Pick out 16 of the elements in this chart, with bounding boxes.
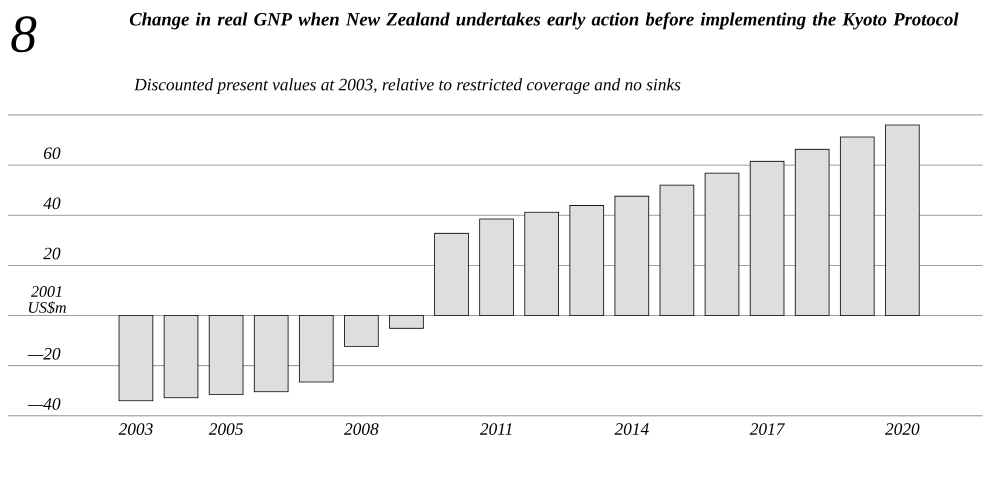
y-axis-title: 2001 US$m [28,286,66,314]
x-tick-label: 2003 [118,423,153,435]
y-tick-label: —40 [28,398,60,410]
x-tick-label: 2011 [480,423,512,435]
y-tick-label: 60 [44,147,60,160]
x-tick-label: 2017 [750,423,786,435]
x-tick-label: 2020 [885,423,920,435]
x-tick-label: 2014 [614,423,649,435]
text: 8 [11,16,36,52]
x-tick-label: 2008 [344,423,378,435]
chart-title: Change in real GNP when New Zealand undertakes early action before implementing the Kyoto Protocol [130,12,958,30]
y-tick-label: 20 [43,248,60,260]
y-tick-label: —20 [28,348,60,360]
chart-subtitle: Discounted present values at 2003, relative to restricted coverage and no sinks [134,78,680,94]
y-tick-label: 40 [43,198,60,210]
x-tick-label: 2005 [208,423,243,435]
